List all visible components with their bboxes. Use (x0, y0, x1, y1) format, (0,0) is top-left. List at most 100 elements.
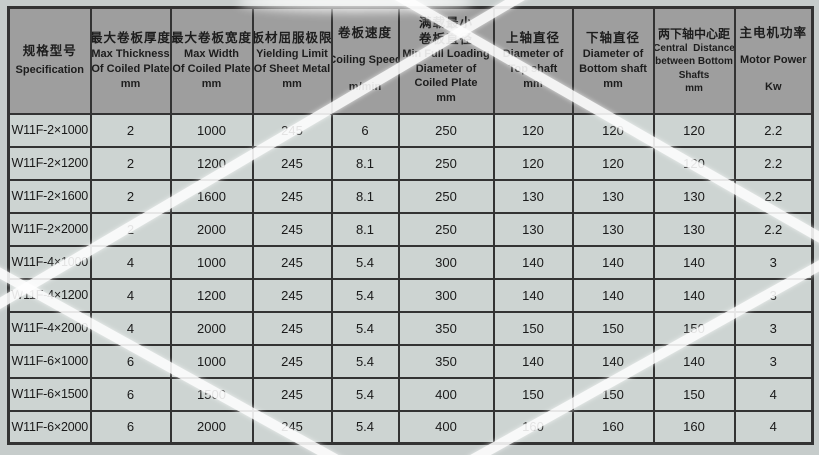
spec-row-W11F-4×1200: W11F-4×1200 4 1200 245 5.4 300 140 140 140 3 (7, 277, 814, 313)
value-cell: 130 (492, 211, 574, 247)
value-cell: 1000 (169, 244, 254, 280)
value-cell: 6 (89, 376, 172, 412)
header-line: Max Thickness (91, 47, 170, 60)
value-cell: 245 (251, 310, 333, 346)
value-cell: 300 (397, 244, 495, 280)
column-header-yielding-limit: 板材屈服极限 Yielding Limit Of Sheet Metal mm (251, 6, 333, 115)
value-cell: 5.4 (330, 376, 400, 412)
table-header: 规格型号 Specification 最大卷板厚度 Max Thickness Of C… (7, 6, 814, 115)
column-header-top-shaft-diameter: 上轴直径 Diameter of Top shaft mm (492, 6, 574, 115)
header-line: 卷板直径 (418, 31, 473, 46)
model-cell: W11F-4×1200 (7, 277, 92, 313)
header-line: 主电机功率 (739, 26, 807, 41)
value-cell: 8.1 (330, 178, 400, 214)
value-cell: 6 (330, 112, 400, 148)
model-cell: W11F-6×1000 (7, 343, 92, 379)
value-cell: 140 (492, 343, 574, 379)
model-cell: W11F-2×1200 (7, 145, 92, 181)
header-line: Diameter of (415, 62, 477, 75)
value-cell: 245 (251, 343, 333, 379)
header-row: 规格型号 Specification 最大卷板厚度 Max Thickness Of C… (7, 6, 814, 115)
header-line: Top shaft (508, 62, 558, 75)
value-cell: 8.1 (330, 145, 400, 181)
value-cell: 245 (251, 112, 333, 148)
value-cell: 130 (652, 178, 736, 214)
value-cell: 120 (492, 112, 574, 148)
model-cell: W11F-2×2000 (7, 211, 92, 247)
value-cell: 150 (652, 376, 736, 412)
value-cell: 250 (397, 211, 495, 247)
value-cell: 2000 (169, 211, 254, 247)
value-cell: 5.4 (330, 310, 400, 346)
header-line: 最大卷板厚度 (90, 30, 171, 45)
value-cell: 140 (652, 277, 736, 313)
header-line: Central Distance (653, 42, 735, 54)
header-line: mm (120, 77, 141, 90)
value-cell: 140 (652, 244, 736, 280)
value-cell: 120 (652, 112, 736, 148)
header-line: Min Full Loading (402, 48, 490, 61)
value-cell: 300 (397, 277, 495, 313)
model-cell: W11F-2×1600 (7, 178, 92, 214)
value-cell: 120 (492, 145, 574, 181)
table-body: W11F-2×1000 2 1000 245 6 250 120 120 120 2.2 W11F-… (7, 112, 814, 445)
value-cell: 400 (397, 409, 495, 445)
value-cell: 245 (251, 145, 333, 181)
value-cell: 245 (251, 277, 333, 313)
value-cell: 1600 (169, 178, 254, 214)
value-cell: 2 (89, 145, 172, 181)
value-cell: 245 (251, 211, 333, 247)
header-line: 两下轴中心距 (657, 26, 730, 41)
header-line: mm (603, 77, 623, 90)
value-cell: 3 (733, 277, 814, 313)
spec-row-W11F-2×1000: W11F-2×1000 2 1000 245 6 250 120 120 120 2.2 (7, 112, 814, 148)
value-cell: 3 (733, 244, 814, 280)
value-cell: 4 (733, 409, 814, 445)
header-line: 规格型号 (22, 44, 77, 59)
header-line: Kw (765, 81, 782, 94)
value-cell: 130 (571, 211, 655, 247)
value-cell: 150 (492, 376, 574, 412)
value-cell: 140 (492, 277, 574, 313)
column-header-min-diameter: 满载最小 卷板直径 Min Full Loading Diameter of Coile… (397, 6, 495, 115)
column-header-max-width: 最大卷板宽度 Max Width Of Coiled Plate mm (169, 6, 254, 115)
value-cell: 1200 (169, 277, 254, 313)
header-line: mm (685, 83, 703, 95)
value-cell: 245 (251, 376, 333, 412)
header-line: Yielding Limit (256, 47, 328, 60)
model-cell: W11F-4×1000 (7, 244, 92, 280)
value-cell: 160 (492, 409, 574, 445)
value-cell: 1000 (169, 343, 254, 379)
column-header-coiling-speed: 卷板速度 Coiling Speed m/min (330, 6, 400, 115)
column-header-motor-power: 主电机功率 Motor Power Kw (733, 6, 814, 115)
value-cell: 150 (492, 310, 574, 346)
value-cell: 150 (652, 310, 736, 346)
header-line: Bottom shaft (579, 62, 647, 75)
value-cell: 350 (397, 343, 495, 379)
header-line: Of Coiled Plate (172, 62, 251, 75)
value-cell: 5.4 (330, 409, 400, 445)
value-cell: 140 (571, 343, 655, 379)
header-line: 满载最小 (418, 16, 473, 31)
value-cell: 245 (251, 178, 333, 214)
value-cell: 2.2 (733, 211, 814, 247)
value-cell: 2.2 (733, 145, 814, 181)
value-cell: 160 (652, 409, 736, 445)
header-line: 卷板速度 (337, 26, 392, 41)
value-cell: 3 (733, 343, 814, 379)
value-cell: 5.4 (330, 277, 400, 313)
header-line: Motor Power (739, 54, 807, 67)
value-cell: 120 (571, 112, 655, 148)
value-cell: 140 (571, 244, 655, 280)
value-cell: 6 (89, 343, 172, 379)
spec-row-W11F-6×2000: W11F-6×2000 6 2000 245 5.4 400 160 160 160 4 (7, 409, 814, 445)
spec-row-W11F-6×1500: W11F-6×1500 6 1500 245 5.4 400 150 150 150 4 (7, 376, 814, 412)
value-cell: 245 (251, 409, 333, 445)
column-header-bottom-shaft-diameter: 下轴直径 Diameter of Bottom shaft mm (571, 6, 655, 115)
value-cell: 350 (397, 310, 495, 346)
header-line: 板材屈服极限 (252, 30, 332, 45)
header-line: Of Coiled Plate (91, 62, 170, 75)
value-cell: 140 (571, 277, 655, 313)
value-cell: 2.2 (733, 112, 814, 148)
header-line: Diameter of (582, 47, 644, 60)
